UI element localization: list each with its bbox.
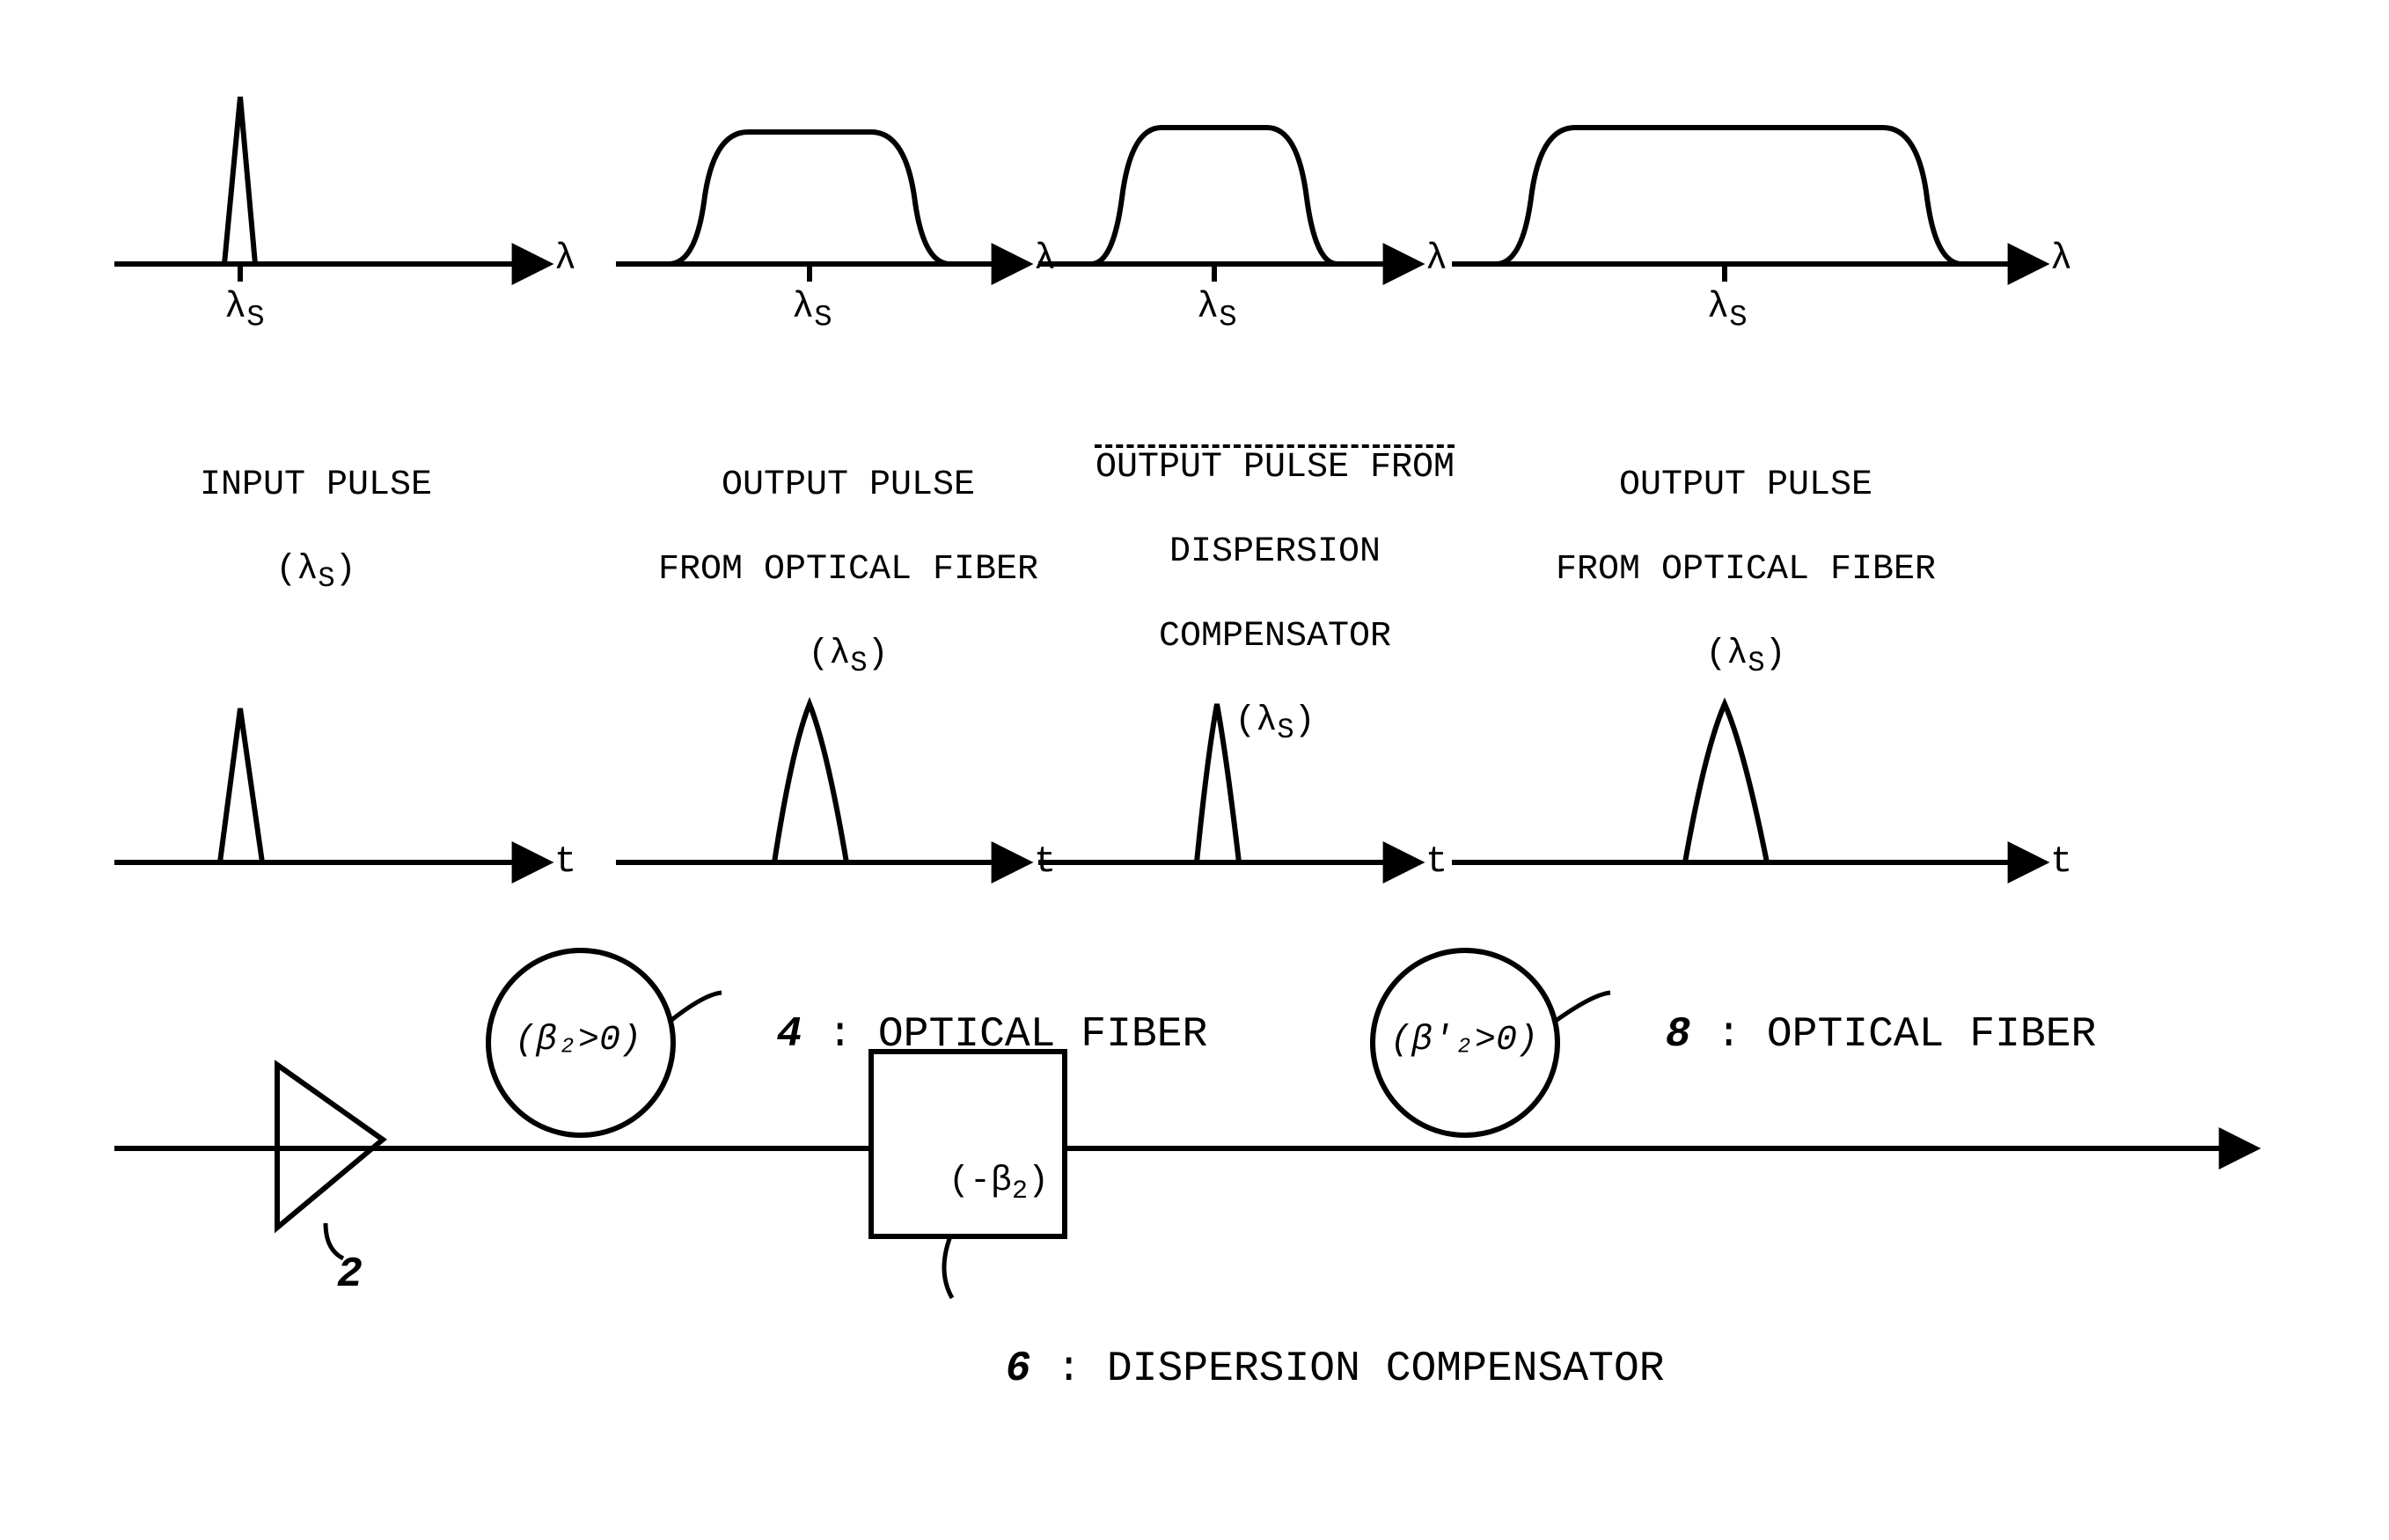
fiber1-leader	[671, 993, 722, 1021]
compensator-ref: 6 : DISPERSION COMPENSATOR	[955, 1298, 1665, 1393]
fiber2-label: (β'₂>0)	[1390, 1021, 1538, 1060]
row2-plot2	[616, 704, 1025, 862]
fiber1-ref: 4 : OPTICAL FIBER	[726, 964, 1207, 1059]
row1-plot4	[1452, 128, 2041, 282]
fiber2-leader	[1556, 993, 1610, 1021]
axis-t-3: t	[1425, 840, 1447, 883]
tick-1: λS	[224, 286, 265, 334]
compensator-label: (-β2)	[906, 1122, 1049, 1206]
row1-plot3	[1038, 128, 1417, 282]
caption-4: OUTPUT PULSE FROM OPTICAL FIBER (λS)	[1496, 422, 1953, 680]
axis-t-4: t	[2050, 840, 2072, 883]
diagram-container: λ λ λ λ λS λS λS λS INPUT PULSE (λS) OUT…	[0, 0, 2389, 1540]
tick-3: λS	[1197, 286, 1237, 334]
axis-t-1: t	[554, 840, 576, 883]
row2-plot4	[1452, 704, 2041, 862]
row2-plot1	[114, 708, 546, 862]
row1-plot1	[114, 97, 546, 282]
amplifier-ref: 2	[337, 1251, 363, 1299]
row1-plot2	[616, 132, 1025, 282]
fiber2-ref: 8 : OPTICAL FIBER	[1615, 964, 2096, 1059]
axis-lambda-4: λ	[2050, 238, 2072, 280]
caption-1: INPUT PULSE (λS)	[119, 422, 471, 596]
caption-2: OUTPUT PULSE FROM OPTICAL FIBER (λS)	[598, 422, 1056, 680]
tick-4: λS	[1707, 286, 1748, 334]
axis-lambda-3: λ	[1425, 238, 1447, 280]
tick-2: λS	[792, 286, 832, 334]
compensator-leader	[944, 1236, 952, 1298]
axis-lambda-1: λ	[554, 238, 576, 280]
axis-lambda-2: λ	[1034, 238, 1056, 280]
caption-3: OUTPUT PULSE FROM DISPERSION COMPENSATOR…	[1043, 405, 1465, 747]
fiber1-label: (β₂>0)	[515, 1021, 641, 1060]
axis-t-2: t	[1034, 840, 1056, 883]
